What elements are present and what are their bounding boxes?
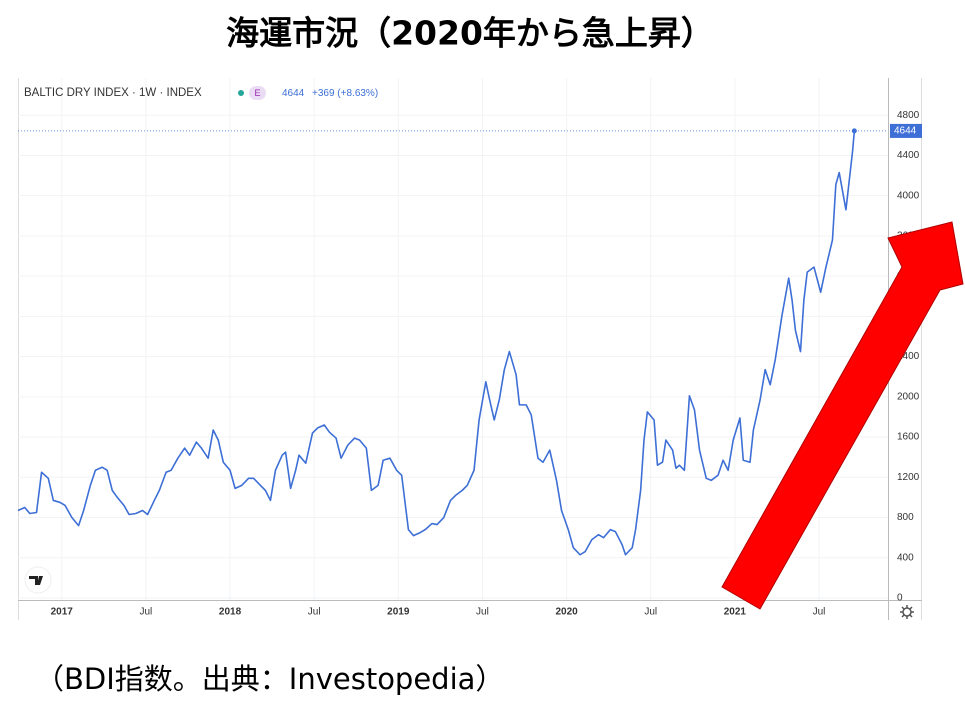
x-tick-label: 2018 — [219, 607, 242, 618]
caption: （BDI指数。出典：Investopedia） — [35, 662, 504, 696]
y-tick-label: 4000 — [897, 190, 920, 201]
y-tick-label: 400 — [897, 552, 914, 563]
arrow — [721, 221, 964, 610]
x-tick-label: 2021 — [724, 607, 747, 618]
chart-header: BALTIC DRY INDEX · 1W · INDEX E 4644 +36… — [24, 86, 378, 100]
y-tick-label: 1600 — [897, 432, 920, 443]
x-tick-label: Jul — [813, 607, 826, 618]
y-tick-label: 2000 — [897, 391, 920, 402]
badge-bg — [249, 86, 266, 100]
x-tick-label: 2020 — [555, 607, 578, 618]
slide-title: 海運市況（2020年から急上昇） — [226, 14, 714, 53]
y-tick-label: 4800 — [897, 110, 920, 121]
x-tick-label: Jul — [476, 607, 489, 618]
status-dot — [238, 90, 244, 96]
y-tick-label: 2400 — [897, 351, 920, 362]
y-tick-label: 0 — [897, 593, 903, 604]
x-tick-label: 2019 — [387, 607, 410, 618]
y-tick-label: 1200 — [897, 472, 920, 483]
last-label: 4644 — [894, 126, 917, 137]
x-tick-label: Jul — [644, 607, 657, 618]
x-tick-label: Jul — [139, 607, 152, 618]
symbol: BALTIC DRY INDEX · 1W · INDEX — [24, 87, 202, 99]
y-tick-label: 4400 — [897, 150, 920, 161]
x-tick-label: 2017 — [51, 607, 74, 618]
last-label-bg — [890, 123, 922, 138]
settings-icon — [900, 605, 914, 619]
last-point — [851, 128, 857, 134]
header-change: +369 (+8.63%) — [312, 88, 378, 99]
y-tick-label: 800 — [897, 512, 914, 523]
badge: E — [254, 88, 260, 98]
x-tick-label: Jul — [308, 607, 321, 618]
header-value: 4644 — [282, 88, 305, 99]
line — [17, 130, 856, 556]
logo — [24, 566, 52, 594]
